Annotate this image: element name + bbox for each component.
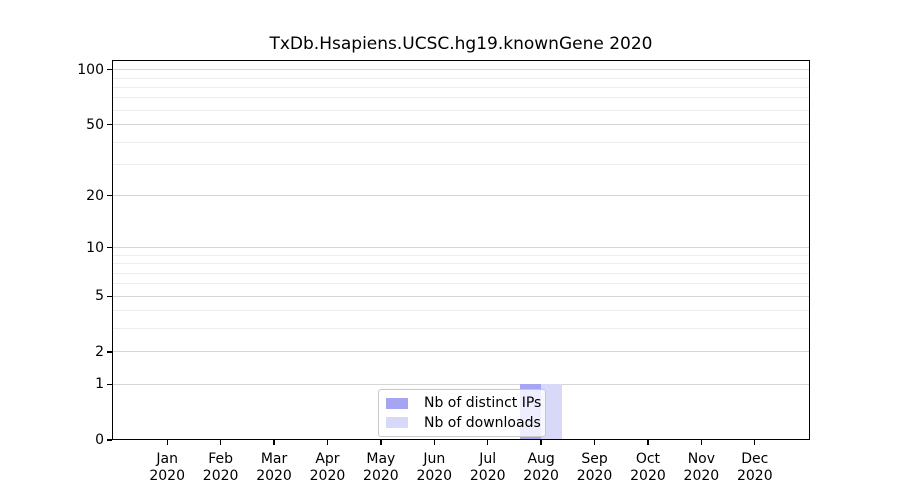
legend-entry-distinct-ips: Nb of distinct IPs (386, 395, 541, 412)
major-gridline (112, 383, 810, 385)
x-tick-mark (540, 440, 542, 445)
y-tick-mark (107, 439, 112, 441)
bar-downloads (541, 384, 563, 440)
legend-label: Nb of distinct IPs (424, 395, 542, 412)
minor-gridline (112, 77, 810, 79)
x-tick-mark (754, 440, 756, 445)
y-tick-label: 50 (86, 116, 104, 133)
plot-area (112, 60, 810, 440)
minor-gridline (112, 272, 810, 274)
x-tick-mark (166, 440, 168, 445)
minor-gridline (112, 141, 810, 143)
x-tick-mark (593, 440, 596, 445)
major-gridline (112, 69, 810, 71)
minor-gridline (112, 109, 810, 111)
x-tick-mark (433, 440, 435, 445)
x-tick-label: Feb 2020 (202, 451, 239, 484)
legend: Nb of distinct IPs Nb of downloads (378, 389, 546, 437)
legend-entry-downloads: Nb of downloads (386, 415, 541, 432)
minor-gridline (112, 254, 810, 256)
x-tick-label: May 2020 (363, 451, 399, 484)
y-tick-label: 1 (95, 376, 104, 393)
x-tick-mark (326, 440, 329, 445)
major-gridline (112, 295, 810, 297)
y-tick-mark (107, 246, 112, 249)
x-tick-mark (219, 440, 222, 445)
x-tick-label: Mar 2020 (256, 451, 292, 484)
y-tick-mark (107, 195, 112, 197)
x-tick-mark (647, 440, 649, 445)
chart-title: TxDb.Hsapiens.UCSC.hg19.knownGene 2020 (269, 34, 653, 54)
y-tick-label: 20 (86, 187, 104, 204)
y-tick-mark (107, 383, 112, 386)
y-tick-mark (107, 295, 112, 297)
y-tick-mark (107, 351, 112, 353)
x-tick-label: Dec 2020 (736, 451, 773, 484)
y-tick-mark (107, 69, 112, 71)
minor-gridline (112, 263, 810, 265)
x-tick-label: Sep 2020 (576, 451, 613, 484)
x-tick-label: Aug 2020 (523, 451, 559, 484)
x-tick-label: Jul 2020 (469, 451, 506, 484)
x-tick-mark (380, 440, 382, 445)
minor-gridline (112, 328, 810, 330)
x-tick-mark (487, 440, 489, 445)
y-tick-label: 5 (95, 288, 104, 305)
major-gridline (112, 351, 810, 353)
y-tick-label: 2 (95, 343, 104, 360)
y-tick-label: 10 (86, 239, 104, 256)
minor-gridline (112, 86, 810, 88)
x-tick-label: Apr 2020 (309, 451, 346, 484)
y-tick-label: 100 (77, 61, 104, 78)
x-tick-mark (700, 440, 703, 445)
minor-gridline (112, 163, 810, 165)
x-tick-label: Oct 2020 (630, 451, 666, 484)
minor-gridline (112, 97, 810, 99)
major-gridline (112, 247, 810, 249)
distinct-ips-swatch-icon (386, 397, 408, 409)
legend-label: Nb of downloads (424, 414, 541, 431)
downloads-swatch-icon (386, 417, 408, 429)
x-tick-label: Nov 2020 (683, 451, 720, 484)
x-tick-mark (273, 440, 275, 445)
minor-gridline (112, 283, 810, 285)
major-gridline (112, 124, 810, 126)
y-tick-label: 0 (95, 432, 104, 448)
x-tick-label: Jun 2020 (416, 451, 453, 484)
x-tick-label: Jan 2020 (149, 451, 185, 484)
y-tick-mark (107, 123, 112, 126)
minor-gridline (112, 310, 810, 312)
major-gridline (112, 195, 810, 197)
